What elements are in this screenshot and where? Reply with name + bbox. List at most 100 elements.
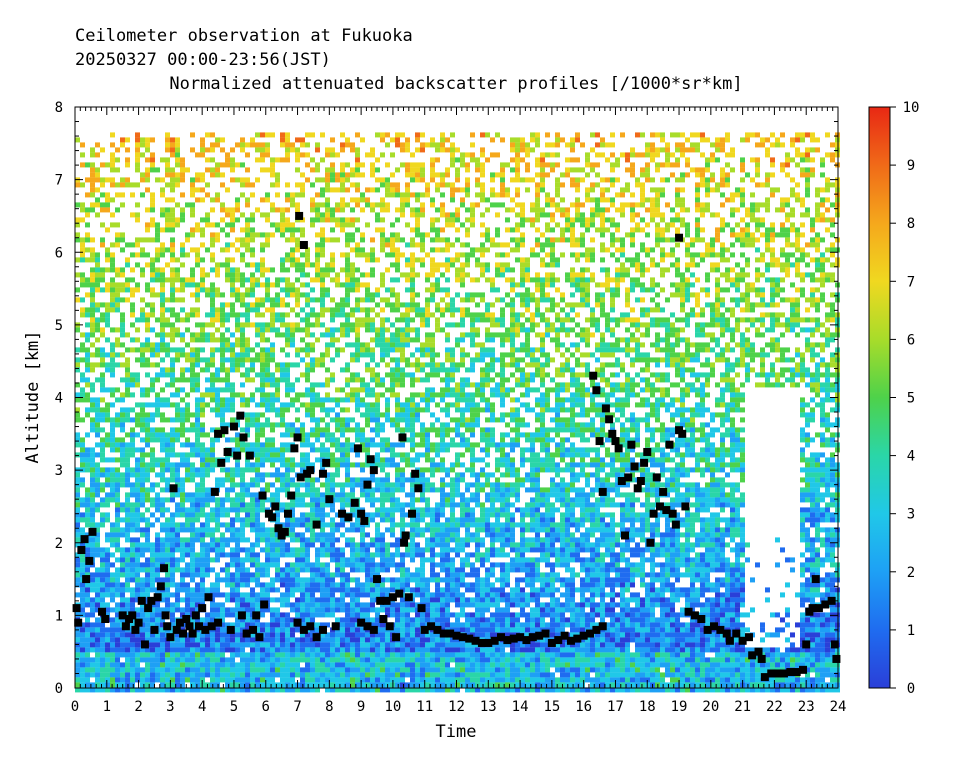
heat-cell (795, 322, 800, 328)
heat-cell (500, 382, 505, 388)
heat-cell (305, 352, 310, 358)
heat-cell (325, 427, 330, 433)
heat-cell (720, 167, 725, 173)
heat-cell (540, 407, 545, 413)
heat-cell (825, 247, 830, 253)
heat-cell (370, 427, 375, 433)
heat-cell (475, 167, 480, 173)
heat-cell (435, 417, 440, 423)
heat-cell (740, 137, 745, 143)
heat-cell (310, 132, 315, 138)
heat-cell (305, 297, 310, 303)
heat-cell (705, 272, 710, 278)
heat-cell (420, 247, 425, 253)
heat-cell (720, 137, 725, 143)
heat-cell (540, 297, 545, 303)
heat-cell (340, 207, 345, 213)
heat-cell (610, 277, 615, 283)
heat-cell (380, 237, 385, 243)
heat-cell (305, 407, 310, 413)
heat-cell (660, 212, 665, 218)
heat-cell (440, 312, 445, 318)
heat-cell (515, 142, 520, 148)
heat-cell (780, 382, 785, 388)
heat-cell (140, 247, 145, 253)
heat-cell (765, 327, 770, 333)
heat-cell (295, 292, 300, 298)
heat-cell (700, 427, 705, 433)
heat-cell (800, 197, 805, 203)
heat-cell (185, 237, 190, 243)
heat-cell (565, 387, 570, 393)
heat-cell (615, 397, 620, 403)
heat-cell (785, 347, 790, 353)
heat-cell (625, 267, 630, 273)
heat-cell (350, 392, 355, 398)
heat-cell (170, 427, 175, 433)
heat-cell (535, 132, 540, 138)
heat-cell (555, 187, 560, 193)
heat-cell (135, 162, 140, 168)
heat-cell (635, 182, 640, 188)
heat-cell (320, 177, 325, 183)
heat-cell (755, 327, 760, 333)
heat-cell (655, 237, 660, 243)
heat-cell (380, 422, 385, 428)
heat-cell (470, 332, 475, 338)
heat-cell (345, 262, 350, 268)
heat-cell (380, 322, 385, 328)
heat-cell (825, 277, 830, 283)
heat-cell (255, 312, 260, 318)
heat-cell (190, 332, 195, 338)
heat-cell (700, 152, 705, 158)
heat-cell (495, 152, 500, 158)
heat-cell (295, 157, 300, 163)
heat-cell (315, 192, 320, 198)
heat-cell (745, 302, 750, 308)
heat-cell (180, 217, 185, 223)
heat-cell (485, 417, 490, 423)
heat-cell (115, 362, 120, 368)
heat-cell (720, 317, 725, 323)
heat-cell (655, 222, 660, 228)
heat-cell (160, 292, 165, 298)
heat-cell (345, 282, 350, 288)
heat-cell (155, 427, 160, 433)
heat-cell (475, 257, 480, 263)
heat-cell (270, 357, 275, 363)
heat-cell (830, 152, 835, 158)
heat-cell (345, 142, 350, 148)
heat-cell (680, 367, 685, 373)
heat-cell (210, 372, 215, 378)
heat-cell (660, 132, 665, 138)
heat-cell (640, 367, 645, 373)
heat-cell (205, 272, 210, 278)
heat-cell (395, 402, 400, 408)
heat-cell (245, 307, 250, 313)
heat-cell (120, 327, 125, 333)
heat-cell (265, 152, 270, 158)
heat-cell (110, 262, 115, 268)
heat-cell (575, 322, 580, 328)
heat-cell (450, 347, 455, 353)
heat-cell (550, 427, 555, 433)
heat-cell (785, 297, 790, 303)
heat-cell (770, 342, 775, 348)
heat-cell (190, 277, 195, 283)
heat-cell (620, 362, 625, 368)
heat-cell (545, 252, 550, 258)
heat-cell (615, 387, 620, 393)
heat-cell (605, 227, 610, 233)
heat-cell (800, 352, 805, 358)
heat-cell (705, 292, 710, 298)
heat-cell (345, 427, 350, 433)
heat-cell (655, 197, 660, 203)
heat-cell (345, 137, 350, 143)
heat-cell (80, 332, 85, 338)
heat-cell (200, 357, 205, 363)
heat-cell (135, 252, 140, 258)
heat-cell (170, 237, 175, 243)
heat-cell (745, 327, 750, 333)
heat-cell (490, 137, 495, 143)
heat-cell (145, 302, 150, 308)
